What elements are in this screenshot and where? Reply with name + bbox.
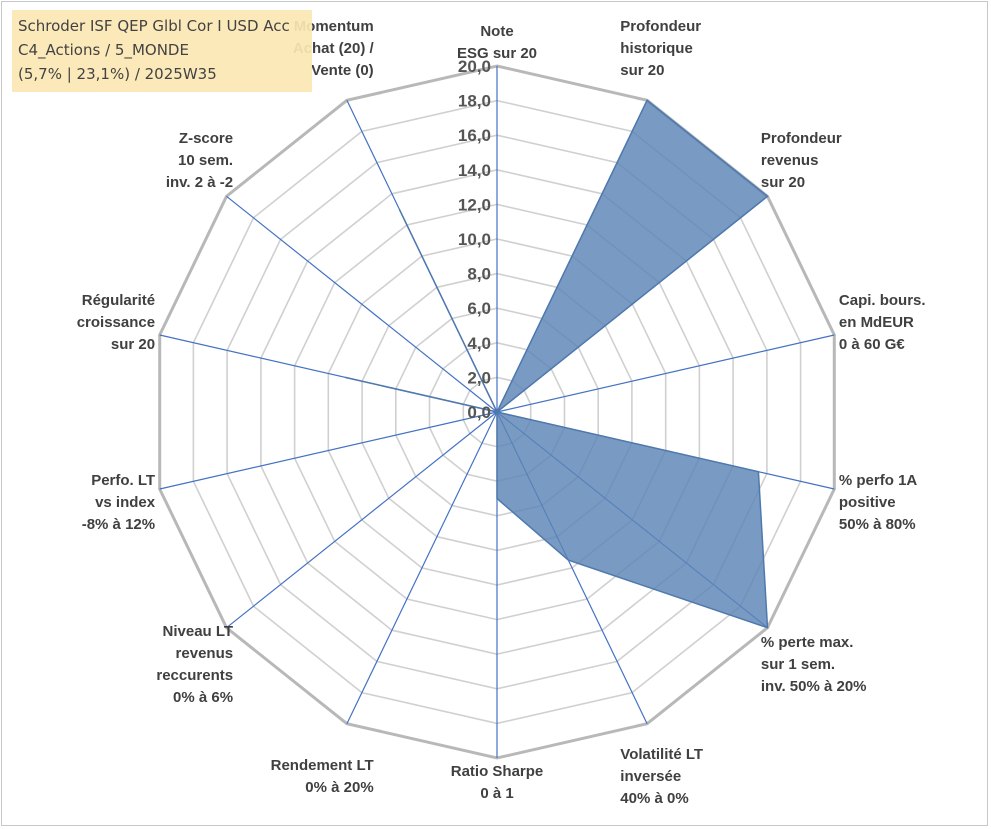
- category-label-line: historique: [620, 40, 693, 57]
- axis-spoke: [226, 411, 498, 629]
- axis-spoke: [346, 411, 498, 724]
- category-label-line: sur 20: [761, 174, 805, 191]
- category-label-line: 0% à 6%: [173, 689, 233, 706]
- category-label-line: reccurents: [156, 667, 233, 684]
- tick-label: 14,0: [458, 161, 491, 180]
- category-label: % perfo 1A positive 50% à 80%: [839, 472, 918, 533]
- category-label-line: Achat (20) /: [293, 40, 375, 57]
- category-label-line: % perte max.: [761, 634, 854, 651]
- category-label-line: 0 à 1: [480, 785, 513, 802]
- category-label-line: Profondeur: [620, 18, 701, 35]
- tick-label: 20,0: [458, 57, 491, 76]
- category-label-line: Perfo. LT: [91, 472, 155, 489]
- tick-label: 8,0: [467, 265, 491, 284]
- category-label-line: % perfo 1A: [839, 472, 918, 489]
- tick-label: 16,0: [458, 126, 491, 145]
- category-label-line: Ratio Sharpe: [451, 763, 544, 780]
- category-label: Note ESG sur 20: [457, 23, 537, 62]
- category-label-line: Capi. bours.: [839, 292, 926, 309]
- category-label-line: inv. 50% à 20%: [761, 678, 867, 695]
- radar-category-labels: Note ESG sur 20 Profondeur historique sur 20…: [77, 18, 926, 807]
- category-label-line: 0% à 20%: [305, 779, 373, 796]
- category-label-line: Régularité: [82, 292, 155, 309]
- category-label-line: vs index: [95, 494, 156, 511]
- category-label-line: 40% à 0%: [620, 790, 688, 807]
- category-label-line: inv. 2 à -2: [166, 174, 233, 191]
- category-label: Momentum Achat (20) / Vente (0): [293, 18, 375, 79]
- category-label: Ratio Sharpe 0 à 1: [451, 763, 544, 802]
- chart-title-box: Schroder ISF QEP Glbl Cor I USD Acc C4_A…: [12, 10, 312, 92]
- category-label-line: 10 sem.: [178, 152, 233, 169]
- category-label-line: sur 20: [620, 62, 664, 79]
- category-label-line: Rendement LT: [271, 757, 374, 774]
- category-label: Perfo. LT vs index -8% à 12%: [82, 472, 156, 533]
- category-label-line: Volatilité LT: [620, 746, 703, 763]
- category-label-line: positive: [839, 494, 896, 511]
- tick-label: 10,0: [458, 230, 491, 249]
- category-label: Profondeur historique sur 20: [620, 18, 701, 79]
- category-label-line: Momentum: [294, 18, 374, 35]
- category-label: Volatilité LT inversée 40% à 0%: [620, 746, 703, 807]
- category-label-line: croissance: [77, 314, 155, 331]
- tick-label: 6,0: [467, 299, 491, 318]
- category-label-line: Note: [480, 23, 513, 40]
- category-label-line: -8% à 12%: [82, 516, 155, 533]
- axis-spoke: [159, 411, 498, 490]
- category-label-line: en MdEUR: [839, 314, 914, 331]
- category-label-line: Profondeur: [761, 130, 842, 147]
- category-label-line: inversée: [620, 768, 681, 785]
- category-label: Régularité croissance sur 20: [77, 292, 155, 353]
- category-label: Z-score 10 sem. inv. 2 à -2: [166, 130, 233, 191]
- radar-tick-labels: 0,0 2,0 4,0 6,0 8,0 10,0 12,0 14,0 16,0 18,0 20,0: [458, 57, 491, 422]
- category-label-line: Niveau LT: [163, 623, 234, 640]
- category-label-line: revenus: [176, 645, 234, 662]
- category-label-line: revenus: [761, 152, 819, 169]
- tick-label: 18,0: [458, 92, 491, 111]
- category-label-line: 50% à 80%: [839, 516, 916, 533]
- category-label: Capi. bours. en MdEUR 0 à 60 G€: [839, 292, 926, 353]
- category-label: Profondeur revenus sur 20: [761, 130, 842, 191]
- tick-label: 4,0: [467, 334, 491, 353]
- category-label-line: 0 à 60 G€: [839, 336, 906, 353]
- tick-label: 2,0: [467, 368, 491, 387]
- category-label-line: sur 1 sem.: [761, 656, 835, 673]
- category-label: Niveau LT revenus reccurents 0% à 6%: [156, 623, 233, 706]
- radar-series: [345, 99, 769, 629]
- chart-title-line-2: C4_Actions / 5_MONDE: [18, 41, 189, 59]
- category-label-line: Vente (0): [311, 62, 374, 79]
- category-label-line: sur 20: [111, 336, 155, 353]
- tick-label: 0,0: [467, 403, 491, 422]
- category-label-line: Z-score: [179, 130, 233, 147]
- category-label-line: ESG sur 20: [457, 45, 537, 62]
- axis-spoke: [226, 195, 498, 413]
- category-label: Rendement LT 0% à 20%: [271, 757, 374, 796]
- chart-title-line-3: (5,7% | 23,1%) / 2025W35: [18, 65, 217, 83]
- tick-label: 12,0: [458, 195, 491, 214]
- axis-spoke: [496, 334, 835, 413]
- category-label: % perte max. sur 1 sem. inv. 50% à 20%: [761, 634, 867, 695]
- chart-title-line-1: Schroder ISF QEP Glbl Cor I USD Acc: [18, 17, 290, 35]
